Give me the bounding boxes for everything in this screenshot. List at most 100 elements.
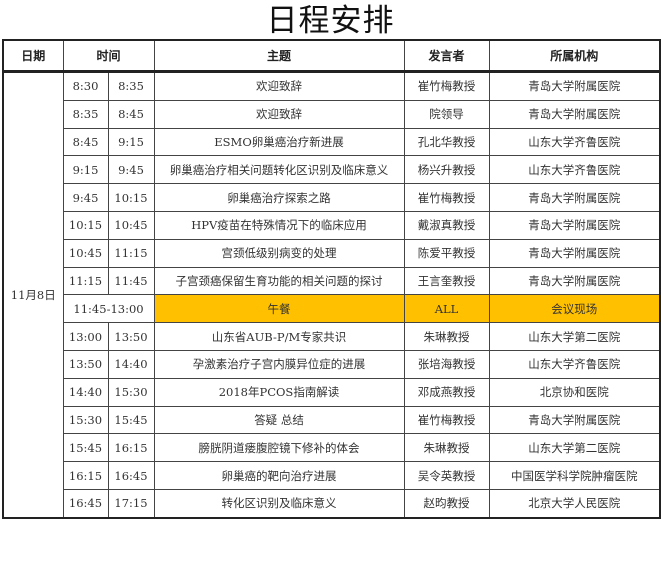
topic-cell: HPV疫苗在特殊情况下的临床应用 (153, 210, 405, 240)
header-row: 日期 时间 主题 发言者 所属机构 (2, 39, 661, 73)
end-time: 10:45 (107, 210, 155, 240)
table-row: 13:50 14:40 孕激素治疗子宫内膜异位症的进展 张培海教授 山东大学齐鲁医院 (3, 349, 661, 379)
start-time: 15:45 (62, 433, 109, 463)
table-row: 10:15 10:45 HPV疫苗在特殊情况下的临床应用 戴淑真教授 青岛大学附属医院 (3, 210, 661, 240)
topic-cell: 卵巢癌治疗相关问题转化区识别及临床意义 (153, 155, 405, 185)
end-time: 17:15 (107, 488, 155, 519)
speaker-cell: 崔竹梅教授 (403, 71, 490, 101)
end-time: 9:45 (107, 155, 155, 185)
end-time: 9:15 (107, 127, 155, 157)
org-cell: 山东大学齐鲁医院 (488, 349, 661, 379)
start-time: 15:30 (62, 405, 109, 435)
start-time: 9:45 (62, 183, 109, 212)
table-row: 9:45 10:15 卵巢癌治疗探索之路 崔竹梅教授 青岛大学附属医院 (3, 183, 661, 212)
start-time: 10:45 (62, 238, 109, 268)
speaker-cell: 朱琳教授 (403, 322, 490, 351)
table-row-lunch: 11:45-13:00 午餐 ALL 会议现场 (3, 294, 661, 324)
topic-cell: 欢迎致辞 (153, 71, 405, 101)
org-cell: 青岛大学附属医院 (488, 238, 661, 268)
table-row: 8:35 8:45 欢迎致辞 院领导 青岛大学附属医院 (3, 99, 661, 129)
header-date: 日期 (2, 39, 64, 73)
start-time: 16:15 (62, 461, 109, 490)
topic-cell: 山东省AUB-P/M专家共识 (153, 322, 405, 351)
table-row: 16:15 16:45 卵巢癌的靶向治疗进展 吴令英教授 中国医学科学院肿瘤医院 (3, 461, 661, 490)
date-cell: 11月8日 (2, 70, 64, 519)
topic-cell: 午餐 (153, 294, 405, 324)
speaker-cell: 张培海教授 (403, 349, 490, 379)
table-row: 11:15 11:45 子宫颈癌保留生育功能的相关问题的探讨 王言奎教授 青岛大学附属医… (3, 266, 661, 296)
end-time: 10:15 (107, 183, 155, 212)
org-cell: 中国医学科学院肿瘤医院 (488, 461, 661, 490)
speaker-cell: 邓成燕教授 (403, 377, 490, 407)
table-row: 10:45 11:15 宫颈低级别病变的处理 陈爱平教授 青岛大学附属医院 (3, 238, 661, 268)
speaker-cell: 杨兴升教授 (403, 155, 490, 185)
end-time: 11:45 (107, 266, 155, 296)
org-cell: 青岛大学附属医院 (488, 183, 661, 212)
org-cell: 青岛大学附属医院 (488, 99, 661, 129)
table-row: 15:45 16:15 膀胱阴道瘘腹腔镜下修补的体会 朱琳教授 山东大学第二医院 (3, 433, 661, 463)
speaker-cell: 王言奎教授 (403, 266, 490, 296)
end-time: 14:40 (107, 349, 155, 379)
end-time: 8:35 (107, 71, 155, 101)
topic-cell: 宫颈低级别病变的处理 (153, 238, 405, 268)
org-cell: 青岛大学附属医院 (488, 210, 661, 240)
start-time: 14:40 (62, 377, 109, 407)
start-time: 16:45 (62, 488, 109, 519)
org-cell: 青岛大学附属医院 (488, 266, 661, 296)
table-row: 8:45 9:15 ESMO卵巢癌治疗新进展 孔北华教授 山东大学齐鲁医院 (3, 127, 661, 157)
table-row: 13:00 13:50 山东省AUB-P/M专家共识 朱琳教授 山东大学第二医院 (3, 322, 661, 351)
end-time: 8:45 (107, 99, 155, 129)
speaker-cell: 孔北华教授 (403, 127, 490, 157)
table-row: 16:45 17:15 转化区识别及临床意义 赵昀教授 北京大学人民医院 (3, 488, 661, 519)
org-cell: 北京大学人民医院 (488, 488, 661, 519)
page-title: 日程安排 (266, 3, 395, 39)
end-time: 13:50 (107, 322, 155, 351)
table-row: 11月8日 8:30 8:35 欢迎致辞 崔竹梅教授 青岛大学附属医院 (2, 70, 661, 519)
speaker-cell: 赵昀教授 (403, 488, 490, 519)
topic-cell: 欢迎致辞 (153, 99, 405, 129)
topic-cell: 膀胱阴道瘘腹腔镜下修补的体会 (153, 433, 405, 463)
org-cell: 青岛大学附属医院 (488, 71, 661, 101)
org-cell: 青岛大学附属医院 (488, 405, 661, 435)
table-row: 15:30 15:45 答疑 总结 崔竹梅教授 青岛大学附属医院 (3, 405, 661, 435)
start-time: 13:50 (62, 349, 109, 379)
org-cell: 会议现场 (488, 294, 661, 324)
header-time: 时间 (62, 39, 155, 73)
table-row: 14:40 15:30 2018年PCOS指南解读 邓成燕教授 北京协和医院 (3, 377, 661, 407)
speaker-cell: 吴令英教授 (403, 461, 490, 490)
org-cell: 山东大学第二医院 (488, 322, 661, 351)
topic-cell: 卵巢癌治疗探索之路 (153, 183, 405, 212)
topic-cell: 孕激素治疗子宫内膜异位症的进展 (153, 349, 405, 379)
org-cell: 山东大学齐鲁医院 (488, 127, 661, 157)
speaker-cell: 崔竹梅教授 (403, 183, 490, 212)
start-time: 8:30 (62, 71, 109, 101)
topic-cell: ESMO卵巢癌治疗新进展 (153, 127, 405, 157)
end-time: 16:45 (107, 461, 155, 490)
speaker-cell: 陈爱平教授 (403, 238, 490, 268)
schedule-table: 日期 时间 主题 发言者 所属机构 11月8日 8:30 8:35 欢迎致辞 崔竹梅教授… (2, 39, 661, 519)
end-time: 11:15 (107, 238, 155, 268)
table-row: 9:15 9:45 卵巢癌治疗相关问题转化区识别及临床意义 杨兴升教授 山东大学齐鲁医院 (3, 155, 661, 185)
topic-cell: 子宫颈癌保留生育功能的相关问题的探讨 (153, 266, 405, 296)
start-time: 9:15 (62, 155, 109, 185)
start-time: 13:00 (62, 322, 109, 351)
start-time: 11:15 (62, 266, 109, 296)
end-time: 15:30 (107, 377, 155, 407)
speaker-cell: 崔竹梅教授 (403, 405, 490, 435)
header-speaker: 发言者 (403, 39, 490, 73)
speaker-cell: 院领导 (403, 99, 490, 129)
org-cell: 山东大学第二医院 (488, 433, 661, 463)
topic-cell: 2018年PCOS指南解读 (153, 377, 405, 407)
end-time: 15:45 (107, 405, 155, 435)
header-topic: 主题 (153, 39, 405, 73)
start-time: 10:15 (62, 210, 109, 240)
end-time: 16:15 (107, 433, 155, 463)
speaker-cell: 朱琳教授 (403, 433, 490, 463)
org-cell: 北京协和医院 (488, 377, 661, 407)
topic-cell: 卵巢癌的靶向治疗进展 (153, 461, 405, 490)
speaker-cell: ALL (403, 294, 490, 324)
topic-cell: 答疑 总结 (153, 405, 405, 435)
org-cell: 山东大学齐鲁医院 (488, 155, 661, 185)
start-time: 8:35 (62, 99, 109, 129)
header-org: 所属机构 (488, 39, 661, 73)
